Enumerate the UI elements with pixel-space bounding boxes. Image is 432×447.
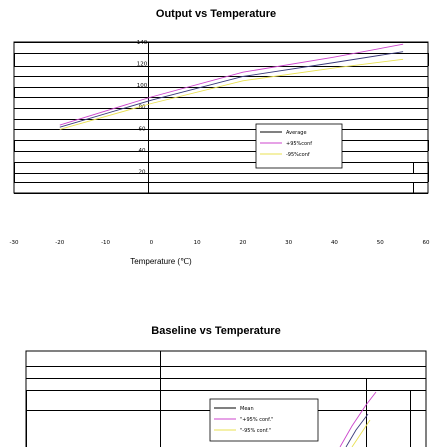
series-line (59, 51, 404, 128)
y-tick-label: 40 (139, 148, 146, 154)
series-line-2 (345, 413, 369, 447)
x-tick-label: 10 (194, 240, 201, 246)
y-tick-label: 60 (139, 126, 146, 132)
legend-box-2 (209, 398, 319, 442)
chart-title-baseline: Baseline vs Temperature (151, 325, 281, 337)
legend-label-2: "+95% conf." (240, 417, 273, 423)
series-line-2 (339, 391, 377, 447)
plot-area-frame (13, 41, 429, 194)
y-tick-label: 120 (137, 62, 148, 68)
x-tick-label: 50 (377, 240, 384, 246)
chart-title-output: Output vs Temperature (155, 8, 277, 20)
legend-label-2: Mean (240, 406, 254, 412)
x-tick-label: 30 (285, 240, 292, 246)
x-tick-label: -10 (101, 240, 110, 246)
x-tick-label: 40 (331, 240, 338, 246)
x-tick-label: -30 (10, 240, 19, 246)
series-line-2 (351, 419, 371, 447)
y-tick-label: 20 (139, 169, 146, 175)
x-axis-label: Temperature (℃) (130, 257, 192, 266)
legend-label: +95%conf (286, 141, 312, 147)
legend-label: -95%conf (286, 152, 310, 158)
series-line (59, 43, 404, 126)
y-tick-label: 100 (137, 83, 148, 89)
legend-label-2: "-95% conf." (240, 428, 271, 434)
x-tick-label: -20 (55, 240, 64, 246)
y-tick-label: 80 (139, 105, 146, 111)
y-tick-label: 140 (137, 40, 148, 46)
x-tick-label: 20 (239, 240, 246, 246)
series-line (59, 58, 404, 130)
legend-box (255, 123, 343, 169)
x-tick-label: 60 (423, 240, 430, 246)
legend-label: Average (286, 130, 307, 136)
x-tick-label: 0 (150, 240, 154, 246)
